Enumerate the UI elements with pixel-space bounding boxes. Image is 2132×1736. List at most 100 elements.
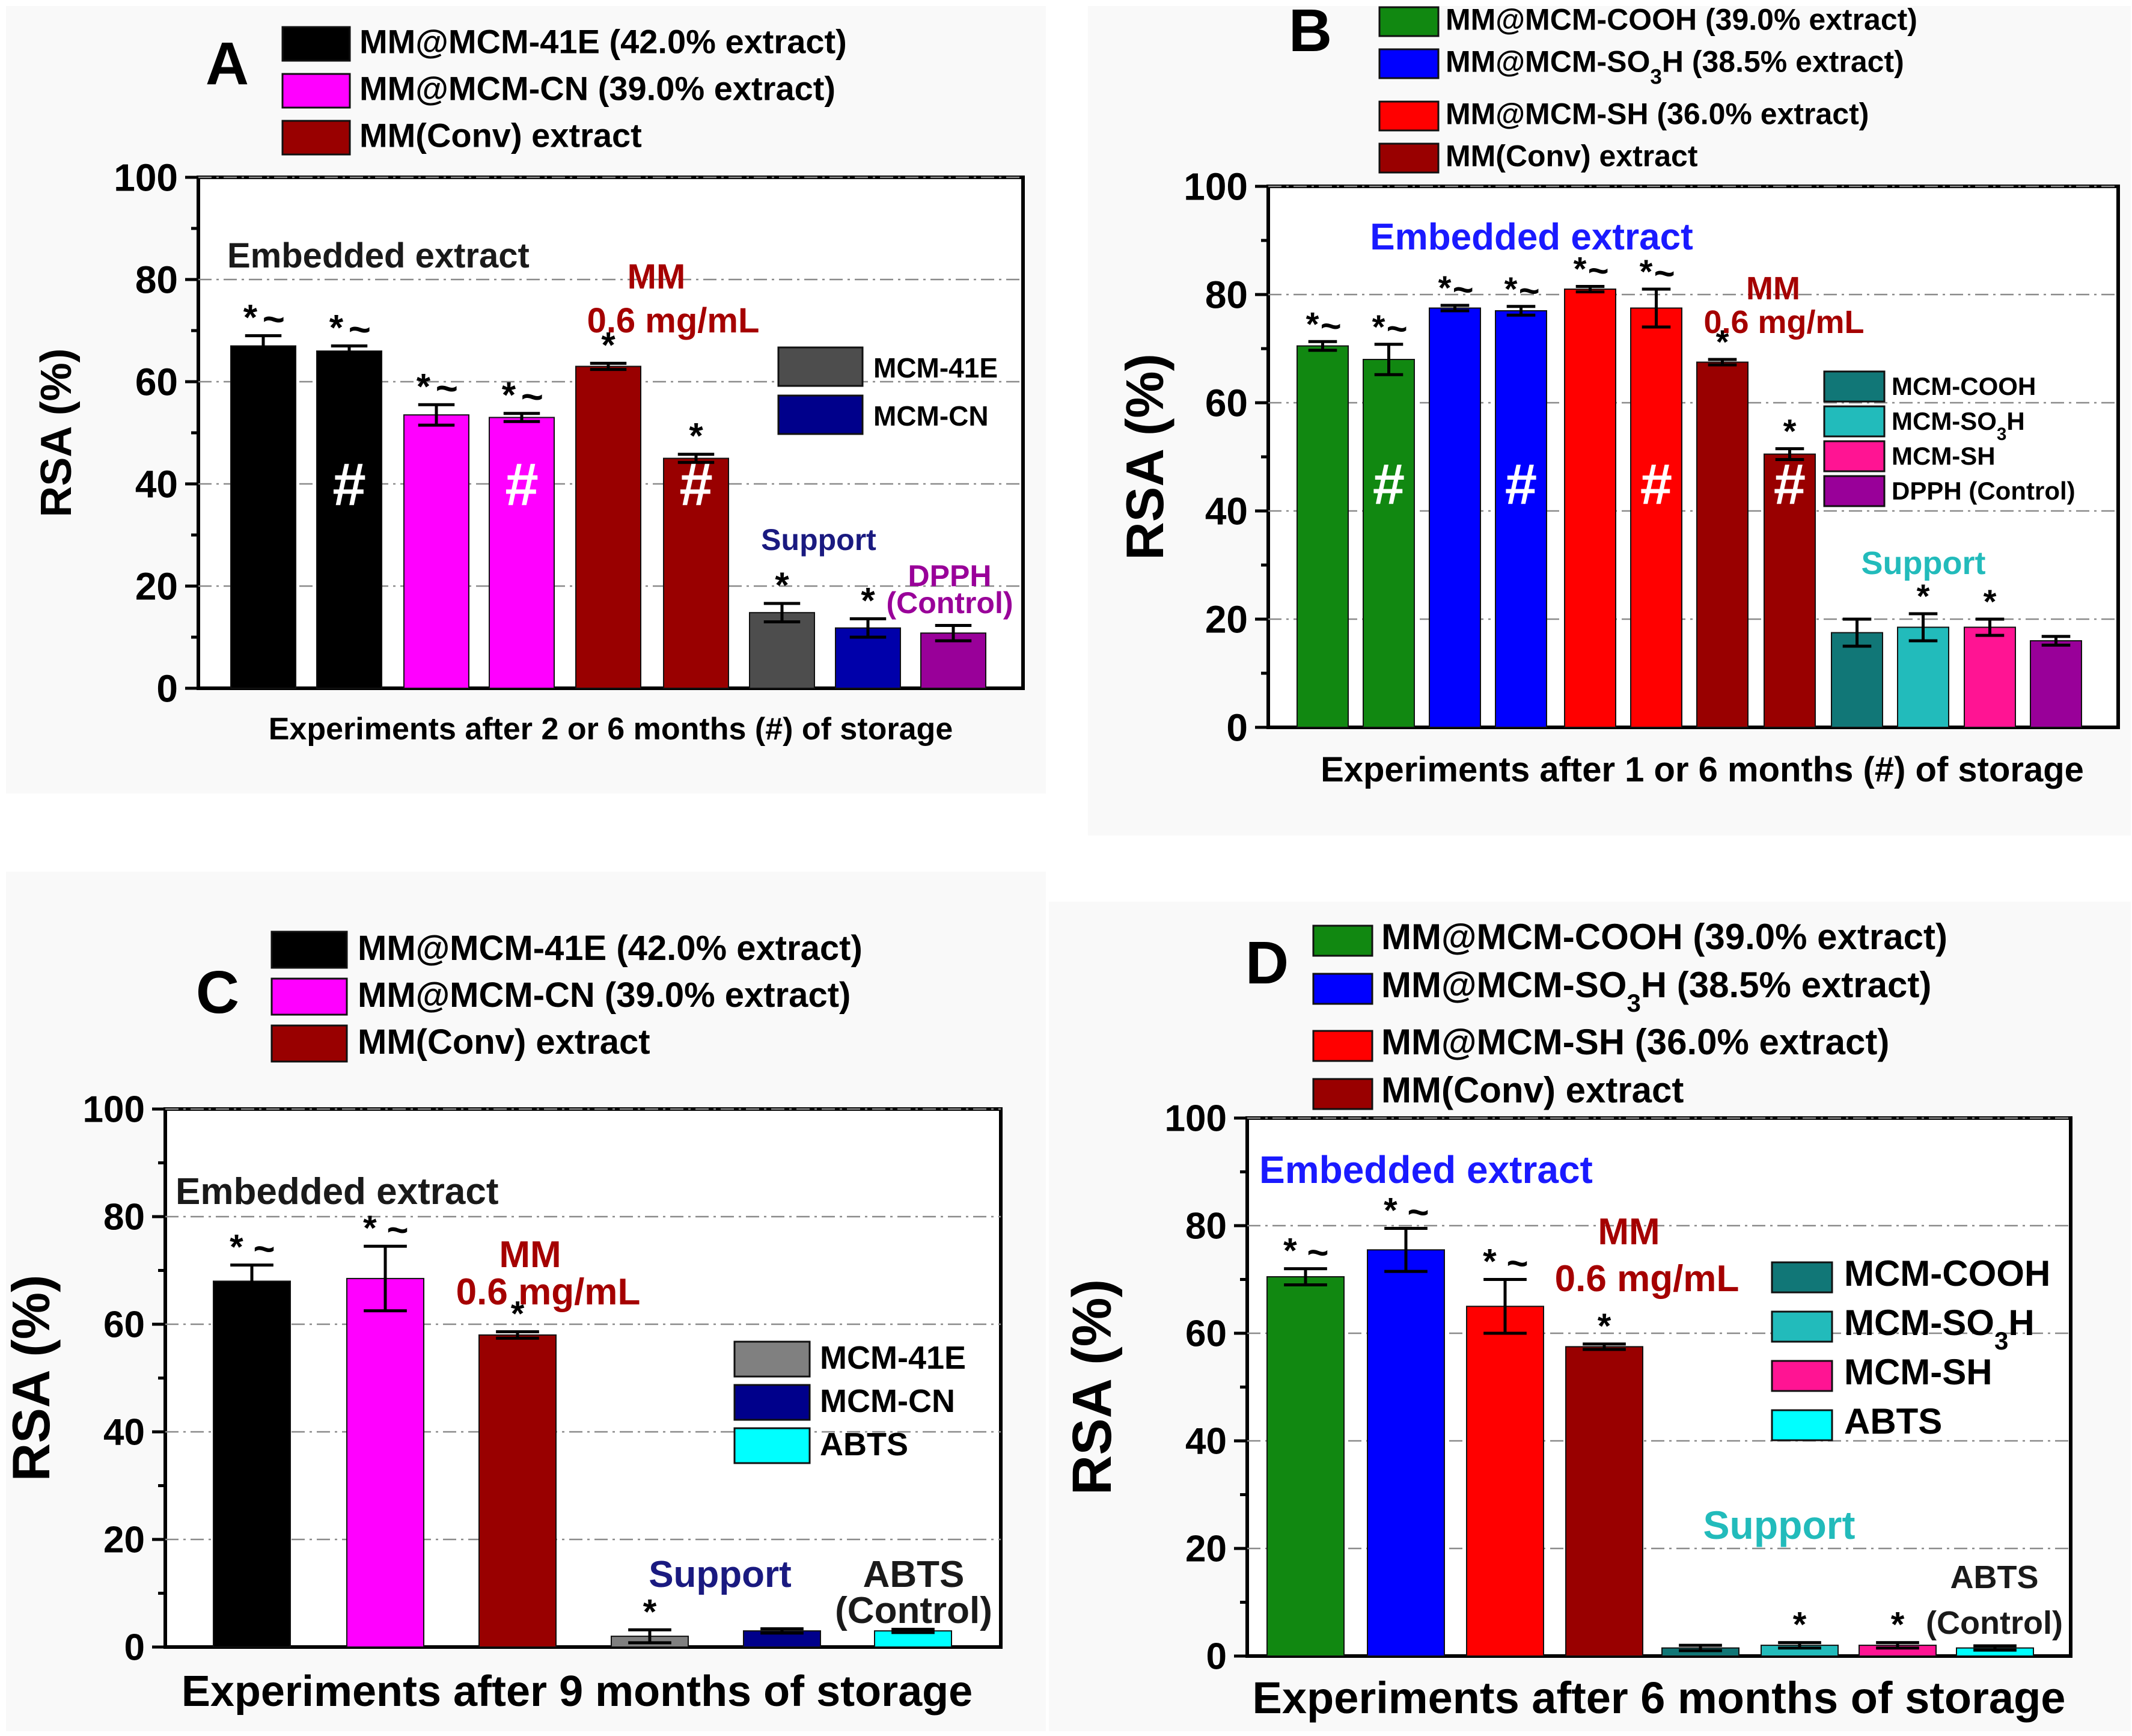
- x-axis-label: Experiments after 1 or 6 months (#) of s…: [1321, 750, 2084, 789]
- significance-tilde: ~: [1321, 305, 1342, 346]
- y-tick-label: 80: [135, 258, 178, 301]
- annotation: DPPH: [908, 559, 992, 593]
- inner-legend-swatch: [777, 394, 864, 435]
- annotation: ABTS: [863, 1554, 965, 1595]
- legend-label: MM@MCM-CN (39.0% extract): [359, 70, 835, 108]
- legend-swatch: [1378, 48, 1440, 79]
- annotation: 0.6 mg/mL: [1555, 1258, 1740, 1300]
- inner-legend-swatch: [1823, 475, 1886, 507]
- error-bar: [364, 1244, 407, 1313]
- error-bar: [677, 453, 715, 464]
- error-bar: [1284, 1267, 1327, 1286]
- bar: [316, 350, 382, 689]
- error-bar: [496, 1330, 539, 1340]
- y-tick-label: 40: [1185, 1421, 1227, 1462]
- error-bar: [1679, 1643, 1722, 1652]
- significance-star: *: [1384, 1191, 1397, 1230]
- significance-star: *: [775, 565, 789, 605]
- y-axis-label: RSA (%): [1115, 353, 1174, 560]
- significance-star: *: [1504, 270, 1518, 308]
- significance-star: *: [1783, 412, 1797, 450]
- y-tick-label: 80: [1205, 273, 1248, 316]
- bar: [1495, 310, 1547, 728]
- bar: [1564, 289, 1616, 728]
- error-bar: [1642, 287, 1671, 329]
- y-tick-label: 60: [1205, 381, 1248, 424]
- legend-label: MM@MCM-CN (39.0% extract): [358, 976, 851, 1015]
- bar: [1429, 307, 1481, 728]
- legend-swatch: [270, 1024, 348, 1063]
- error-bar: [891, 1627, 935, 1634]
- significance-star: *: [230, 1228, 243, 1267]
- panel-letter: C: [196, 959, 239, 1026]
- annotation: Support: [1862, 545, 1986, 581]
- y-tick-label: 0: [156, 667, 178, 710]
- annotation: (Control): [886, 586, 1013, 620]
- significance-star: *: [502, 375, 516, 415]
- storage-hash: #: [1505, 453, 1537, 517]
- x-axis-label: Experiments after 6 months of storage: [1253, 1673, 2066, 1723]
- inner-legend-label: MCM-CN: [873, 400, 989, 432]
- annotation: Embedded extract: [1370, 216, 1693, 258]
- panel-letter: B: [1289, 0, 1332, 64]
- legend-label: MM@MCM-COOH (39.0% extract): [1446, 2, 1917, 36]
- annotation: Embedded extract: [1259, 1148, 1593, 1191]
- plot-frame: [163, 1107, 1003, 1649]
- inner-legend-label: MCM-41E: [820, 1340, 966, 1376]
- annotation: Support: [1703, 1503, 1856, 1547]
- x-axis-label: Experiments after 9 months of storage: [182, 1667, 973, 1716]
- significance-star: *: [1372, 308, 1385, 346]
- significance-star: *: [1716, 323, 1729, 361]
- error-bar: [1374, 343, 1404, 376]
- significance-star: *: [1598, 1307, 1611, 1346]
- y-tick-label: 40: [1205, 489, 1248, 533]
- significance-star: *: [1574, 250, 1587, 288]
- legend-swatch: [1378, 142, 1440, 174]
- inner-legend-label: MCM-COOH: [1892, 372, 2036, 400]
- significance-tilde: ~: [349, 308, 371, 351]
- error-bar: [1775, 447, 1804, 461]
- legend-swatch: [270, 931, 348, 969]
- significance-star: *: [243, 298, 258, 338]
- panel-d: 0 20 40 60 80 100 RSA (%) Experiments after 6 m…: [1049, 902, 2131, 1731]
- annotation: ABTS: [1950, 1559, 2039, 1595]
- significance-tilde: ~: [1387, 308, 1408, 349]
- inner-legend-label: MCM-SH: [1844, 1352, 1993, 1392]
- error-bar: [1778, 1641, 1821, 1650]
- y-tick-label: 100: [114, 156, 178, 199]
- inner-legend-swatch: [733, 1384, 811, 1421]
- annotation: 0.6 mg/mL: [1703, 304, 1864, 340]
- legend-swatch: [1312, 973, 1373, 1005]
- bar: [1363, 359, 1415, 728]
- annotation: MM: [1598, 1211, 1660, 1253]
- y-tick-label: 0: [1226, 706, 1248, 749]
- y-tick-label: 20: [1205, 598, 1248, 641]
- annotation: MM: [1746, 270, 1800, 307]
- bar: [1367, 1249, 1445, 1657]
- legend-label: MM(Conv) extract: [358, 1022, 650, 1062]
- significance-tilde: ~: [1519, 270, 1540, 311]
- significance-star: *: [1483, 1242, 1497, 1282]
- significance-tilde: ~: [1506, 1243, 1528, 1285]
- annotation: (Control): [835, 1590, 992, 1631]
- storage-hash: #: [1373, 453, 1405, 517]
- error-bar: [1842, 617, 1872, 648]
- annotation: Support: [761, 523, 876, 557]
- significance-star: *: [417, 366, 431, 406]
- legend-swatch: [1378, 6, 1440, 37]
- error-bar: [1876, 1641, 1919, 1650]
- annotation: MM: [499, 1234, 561, 1276]
- error-bar: [1583, 1342, 1626, 1351]
- error-bar: [935, 623, 972, 643]
- legend-swatch: [1312, 925, 1373, 957]
- bar: [489, 417, 555, 689]
- inner-legend-swatch: [1771, 1261, 1833, 1294]
- storage-hash: #: [1640, 453, 1672, 517]
- y-tick-label: 40: [103, 1412, 145, 1453]
- error-bar: [1908, 612, 1938, 643]
- bar: [1964, 626, 2016, 728]
- y-tick-label: 100: [1184, 165, 1248, 208]
- inner-legend-swatch: [1771, 1409, 1833, 1441]
- significance-star: *: [643, 1592, 657, 1631]
